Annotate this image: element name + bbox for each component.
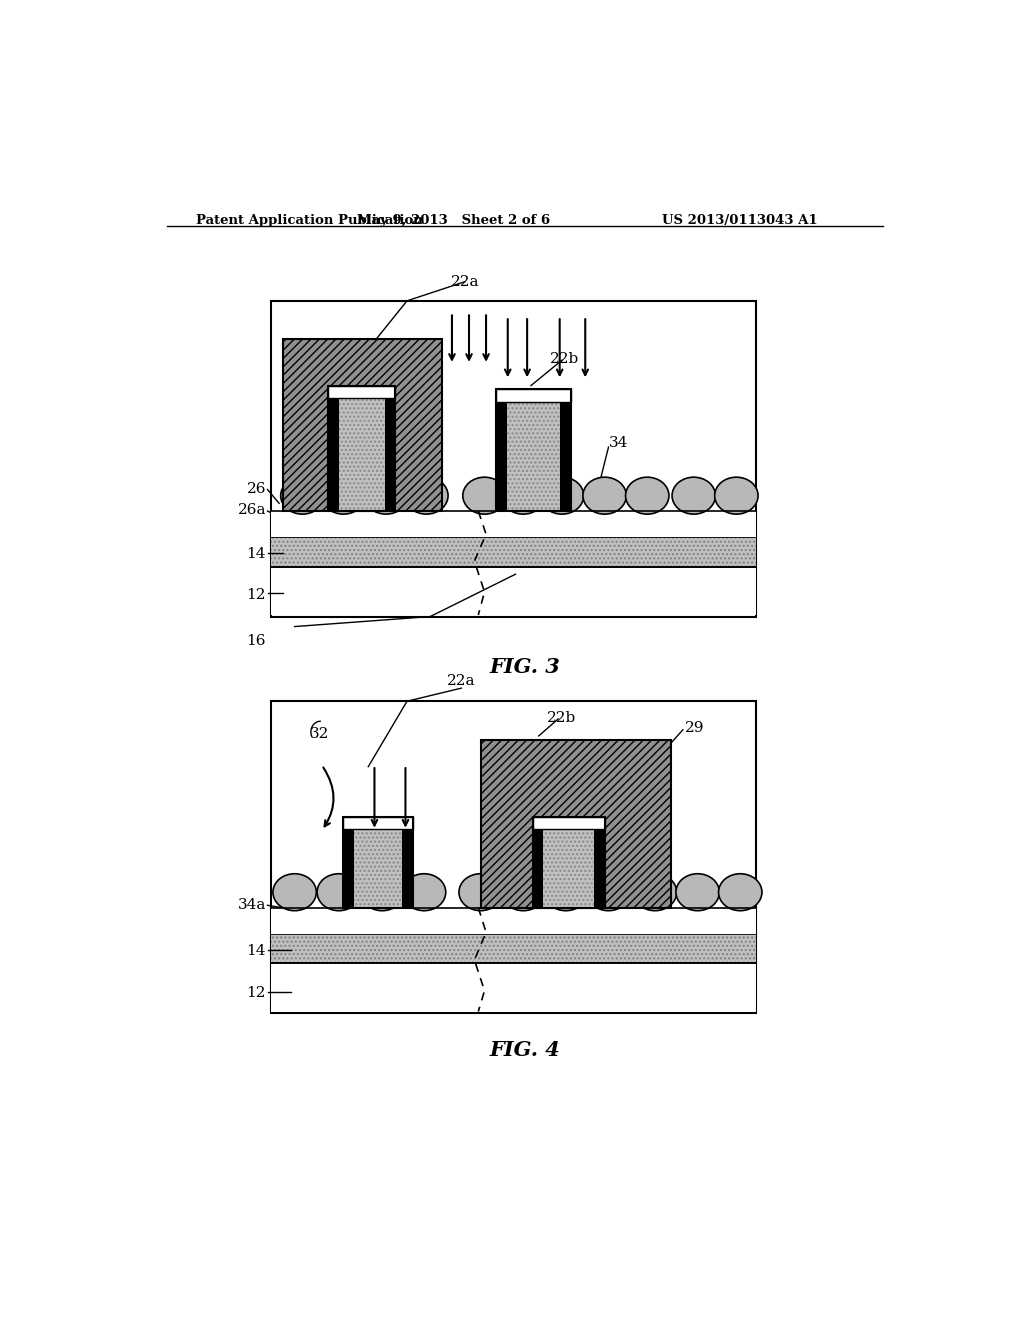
Bar xyxy=(271,537,756,566)
Text: 12: 12 xyxy=(247,589,266,602)
Bar xyxy=(328,385,395,511)
Bar xyxy=(271,933,756,964)
Text: 14: 14 xyxy=(247,944,266,958)
Bar xyxy=(496,389,571,511)
Bar xyxy=(354,817,402,908)
Ellipse shape xyxy=(402,874,445,911)
Ellipse shape xyxy=(463,478,506,515)
Text: 32: 32 xyxy=(292,352,311,367)
Text: 26: 26 xyxy=(247,482,266,496)
Text: 29: 29 xyxy=(684,721,703,734)
Bar xyxy=(402,817,414,908)
Text: 12: 12 xyxy=(247,986,266,1001)
Ellipse shape xyxy=(587,874,630,911)
Ellipse shape xyxy=(459,874,503,911)
Bar xyxy=(343,817,354,908)
Text: 22b: 22b xyxy=(550,352,580,367)
Bar xyxy=(480,739,671,908)
Text: 22a: 22a xyxy=(451,276,479,289)
Ellipse shape xyxy=(626,478,669,515)
Ellipse shape xyxy=(281,478,324,515)
Bar xyxy=(328,385,395,511)
Ellipse shape xyxy=(633,874,677,911)
Bar xyxy=(544,817,594,908)
Text: 34: 34 xyxy=(608,436,628,450)
Ellipse shape xyxy=(360,874,403,911)
Bar xyxy=(271,511,756,537)
Text: 32: 32 xyxy=(310,726,330,741)
Ellipse shape xyxy=(715,478,758,515)
Text: 22a: 22a xyxy=(447,675,475,688)
Text: 14: 14 xyxy=(247,548,266,561)
Ellipse shape xyxy=(672,478,716,515)
Ellipse shape xyxy=(583,478,627,515)
Ellipse shape xyxy=(322,478,366,515)
Ellipse shape xyxy=(541,478,584,515)
Ellipse shape xyxy=(273,874,316,911)
Bar xyxy=(560,389,571,511)
Text: 16: 16 xyxy=(247,635,266,648)
Bar xyxy=(532,817,604,829)
Bar xyxy=(343,817,414,829)
Bar xyxy=(271,908,756,933)
Bar xyxy=(343,817,414,908)
Text: US 2013/0113043 A1: US 2013/0113043 A1 xyxy=(663,214,818,227)
Ellipse shape xyxy=(676,874,719,911)
Ellipse shape xyxy=(317,874,360,911)
Text: 26a: 26a xyxy=(238,503,266,517)
Bar xyxy=(496,389,571,401)
Bar xyxy=(328,385,395,397)
Text: 22b: 22b xyxy=(547,711,575,725)
Bar xyxy=(271,566,756,615)
Bar xyxy=(532,817,604,908)
Bar xyxy=(271,301,756,616)
Text: 34a: 34a xyxy=(238,898,266,912)
Text: Patent Application Publication: Patent Application Publication xyxy=(197,214,423,227)
Bar xyxy=(271,964,756,1011)
Text: May 9, 2013   Sheet 2 of 6: May 9, 2013 Sheet 2 of 6 xyxy=(357,214,550,227)
Ellipse shape xyxy=(502,478,545,515)
Text: FIG. 3: FIG. 3 xyxy=(489,657,560,677)
Bar xyxy=(507,389,560,511)
Ellipse shape xyxy=(544,874,588,911)
Text: 34b: 34b xyxy=(684,882,714,896)
Bar xyxy=(343,817,414,908)
Bar xyxy=(496,389,571,511)
Ellipse shape xyxy=(502,874,545,911)
Bar xyxy=(532,817,544,908)
Ellipse shape xyxy=(719,874,762,911)
Bar xyxy=(271,701,756,1014)
Bar xyxy=(385,385,395,511)
Ellipse shape xyxy=(365,478,408,515)
Bar xyxy=(594,817,604,908)
Bar xyxy=(283,339,442,511)
Ellipse shape xyxy=(404,478,449,515)
Bar xyxy=(339,385,385,511)
Bar xyxy=(496,389,507,511)
Text: FIG. 4: FIG. 4 xyxy=(489,1040,560,1060)
Bar xyxy=(532,817,604,908)
Bar xyxy=(328,385,339,511)
